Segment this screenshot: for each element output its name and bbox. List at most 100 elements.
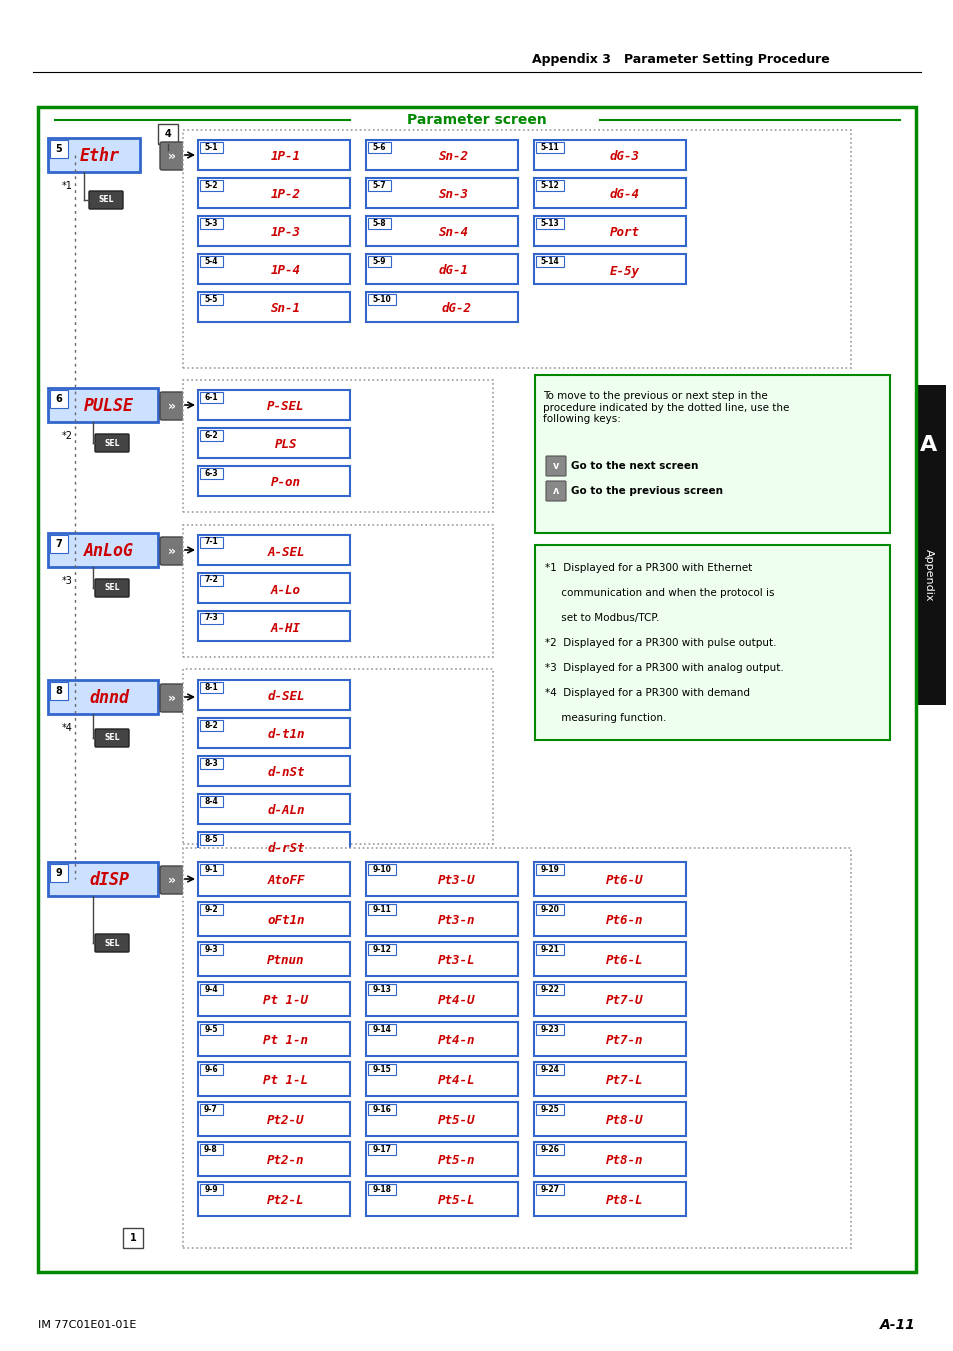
Bar [534,1021,685,1056]
Text: Appendix 3   Parameter Setting Procedure: Appendix 3 Parameter Setting Procedure [532,54,829,66]
Bar [534,178,685,208]
Text: IM 77C01E01-01E: IM 77C01E01-01E [38,1320,136,1329]
FancyBboxPatch shape [160,142,184,170]
Text: communication and when the protocol is: communication and when the protocol is [544,588,774,598]
Text: P-SEL: P-SEL [267,400,304,413]
Bar [200,758,223,769]
Text: 8: 8 [55,686,62,696]
Text: PLS: PLS [274,439,297,451]
Bar [366,1021,517,1056]
Bar [368,1104,395,1115]
Text: Sn-2: Sn-2 [438,150,469,163]
FancyBboxPatch shape [160,536,184,565]
Text: oFt1n: oFt1n [267,915,304,928]
Text: 9-16: 9-16 [373,1105,391,1113]
Text: *3: *3 [62,576,72,586]
Bar [535,376,889,534]
Text: Pt7-U: Pt7-U [605,994,643,1008]
Text: 5-11: 5-11 [540,142,558,151]
Bar [198,178,350,208]
Bar [38,107,915,1273]
Bar [198,1182,350,1216]
Text: »: » [168,400,175,412]
Text: *1  Displayed for a PR300 with Ethernet: *1 Displayed for a PR300 with Ethernet [544,563,752,573]
Text: *4  Displayed for a PR300 with demand: *4 Displayed for a PR300 with demand [544,688,749,698]
Bar [534,254,685,284]
Text: measuring function.: measuring function. [544,713,666,723]
Bar [183,526,493,657]
Text: AnLoG: AnLoG [84,542,133,561]
Bar [534,141,685,170]
Bar [368,1183,395,1196]
Bar [200,576,223,586]
Text: 5-7: 5-7 [372,181,385,189]
Text: 8-3: 8-3 [204,758,217,767]
FancyBboxPatch shape [95,730,129,747]
Text: 9-5: 9-5 [204,1024,217,1034]
Text: 8-2: 8-2 [204,720,217,730]
Bar [158,124,178,145]
Text: dG-1: dG-1 [438,265,469,277]
Text: 1P-2: 1P-2 [271,189,301,201]
Bar [50,141,68,158]
Bar [368,255,391,267]
Bar [536,1144,563,1155]
Text: 8-1: 8-1 [204,682,217,692]
Text: »: » [168,544,175,558]
Bar [368,984,395,994]
Text: PULSE: PULSE [84,397,133,415]
Text: Parameter screen: Parameter screen [407,113,546,127]
Text: 9-13: 9-13 [373,985,391,993]
Bar [534,1062,685,1096]
Bar [366,216,517,246]
Text: 5-10: 5-10 [373,295,391,304]
Bar [198,717,350,748]
Bar [536,865,563,875]
Text: 5-8: 5-8 [372,219,385,227]
Text: 1: 1 [130,1233,136,1243]
Text: 6-3: 6-3 [204,469,217,477]
Bar [198,292,350,322]
Text: AtoFF: AtoFF [267,874,304,888]
Text: d-ALn: d-ALn [267,804,304,817]
Bar [200,1144,223,1155]
Text: To move to the previous or next step in the
procedure indicated by the dotted li: To move to the previous or next step in … [542,390,788,424]
Text: Ptnun: Ptnun [267,955,304,967]
FancyBboxPatch shape [160,684,184,712]
Bar [911,385,945,705]
Text: 7: 7 [55,539,62,549]
Bar [534,216,685,246]
FancyBboxPatch shape [160,392,184,420]
Bar [368,944,395,955]
Bar [198,428,350,458]
Bar [368,180,391,190]
Text: 9-24: 9-24 [540,1065,558,1074]
Text: 9-20: 9-20 [540,905,558,913]
Text: *3  Displayed for a PR300 with analog output.: *3 Displayed for a PR300 with analog out… [544,663,783,673]
Text: Sn-4: Sn-4 [438,227,469,239]
Bar [48,534,158,567]
Text: Pt7-L: Pt7-L [605,1074,643,1088]
Text: Pt6-L: Pt6-L [605,955,643,967]
Text: d-nSt: d-nSt [267,766,304,780]
Text: »: » [168,150,175,162]
Text: 9-21: 9-21 [540,944,558,954]
FancyBboxPatch shape [545,457,565,476]
Bar [536,1183,563,1196]
Text: ʌ: ʌ [552,486,558,496]
Text: 9-22: 9-22 [540,985,558,993]
Text: Pt7-n: Pt7-n [605,1035,643,1047]
Text: 9-25: 9-25 [540,1105,558,1113]
Text: *4: *4 [62,723,72,734]
Bar [200,430,223,440]
Bar [200,467,223,480]
Bar [198,573,350,603]
Bar [200,834,223,844]
Text: P-on: P-on [271,477,301,489]
Text: dnnd: dnnd [89,689,129,707]
Bar [50,865,68,882]
Text: Pt5-L: Pt5-L [437,1194,476,1208]
Bar [200,218,223,230]
Bar [366,942,517,975]
Bar [198,254,350,284]
